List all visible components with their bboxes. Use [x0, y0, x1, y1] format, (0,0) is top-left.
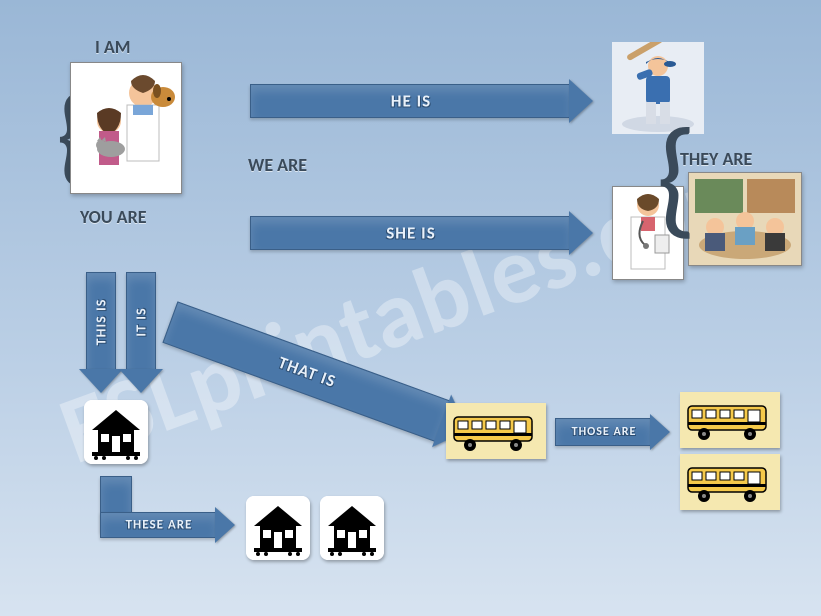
bus-icon-1: [446, 403, 546, 459]
arrow-this-is: THIS IS: [86, 272, 116, 372]
bus-icon-2: [680, 392, 780, 448]
clipart-meeting: [688, 172, 802, 266]
label-i-am: I AM: [95, 36, 131, 58]
bus-icon-3: [680, 454, 780, 510]
arrow-label-that-is: THAT IS: [275, 352, 339, 392]
arrow-she-is: SHE IS: [250, 216, 572, 250]
house-icon-2: [246, 496, 310, 560]
arrow-that-is: THAT IS: [162, 301, 451, 442]
arrow-it-is: IT IS: [126, 272, 156, 372]
label-you-are: YOU ARE: [80, 206, 147, 228]
clipart-vet: [70, 62, 182, 194]
diagram-canvas: { "watermark": "ESLprintables.com", "lab…: [0, 0, 821, 616]
arrow-he-is: HE IS: [250, 84, 572, 118]
label-we-are: WE ARE: [248, 154, 307, 176]
arrow-label-these-are: THESE ARE: [126, 518, 193, 533]
house-icon-3: [320, 496, 384, 560]
arrow-label-he-is: HE IS: [391, 91, 431, 112]
arrow-label-those-are: THOSE ARE: [572, 425, 637, 439]
brace-right: {: [656, 112, 697, 242]
arrow-label-she-is: SHE IS: [386, 223, 435, 244]
house-icon-1: [84, 400, 148, 464]
arrow-these-are-h: THESE ARE: [100, 512, 218, 538]
arrow-those-are: THOSE ARE: [555, 418, 653, 446]
arrow-label-this-is: THIS IS: [93, 299, 110, 346]
arrow-label-it-is: IT IS: [133, 307, 150, 336]
